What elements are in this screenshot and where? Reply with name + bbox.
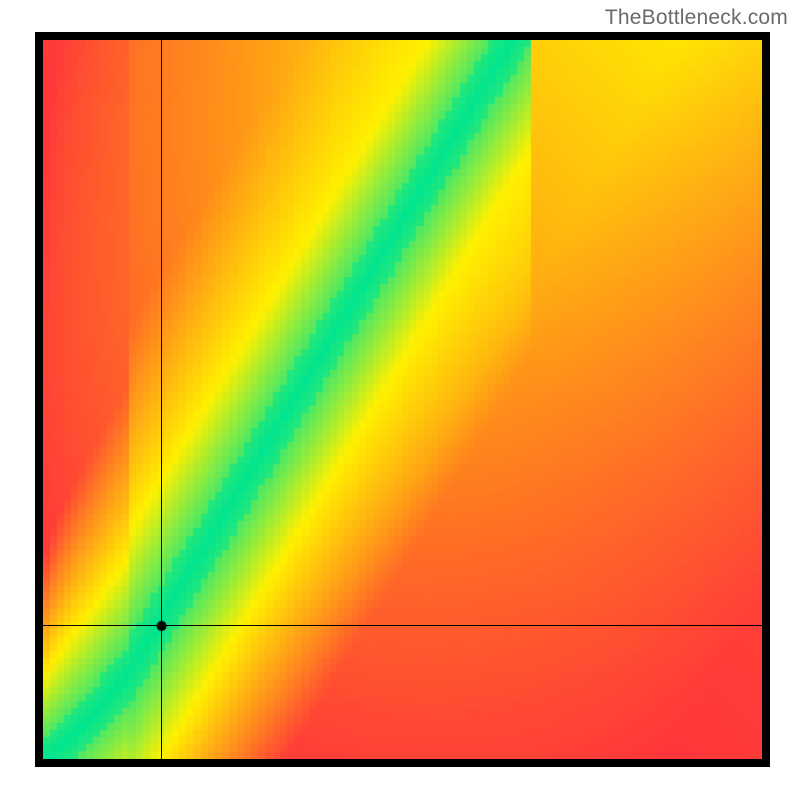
chart-container: TheBottleneck.com <box>0 0 800 800</box>
marker-canvas <box>43 40 762 759</box>
attribution-text: TheBottleneck.com <box>605 6 788 30</box>
